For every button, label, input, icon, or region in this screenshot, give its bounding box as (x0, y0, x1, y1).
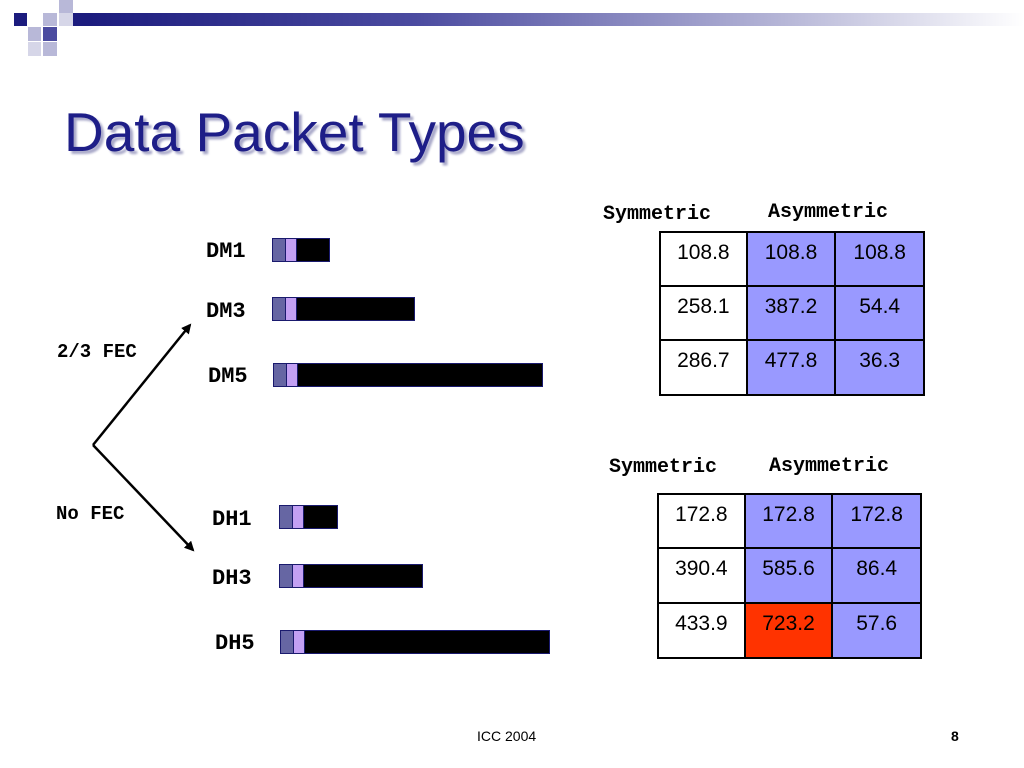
decor-square (28, 27, 41, 41)
payload-segment (304, 565, 422, 587)
access-code-segment (281, 631, 294, 653)
dm-symmetric-header: Symmetric (603, 203, 712, 226)
decor-square (43, 27, 57, 41)
payload-segment (304, 506, 337, 528)
packet-bar-dm3 (272, 297, 415, 321)
table-cell: 108.8 (745, 231, 837, 287)
table-cell: 172.8 (743, 493, 834, 549)
decor-square (59, 13, 73, 26)
packet-label-dh1: DH1 (212, 507, 252, 532)
header-gradient-bar (88, 13, 1024, 26)
table-cell: 433.9 (657, 602, 746, 659)
header-segment (286, 239, 297, 261)
packet-label-dh5: DH5 (215, 631, 255, 656)
table-cell: 108.8 (834, 231, 925, 287)
header-segment (287, 364, 298, 386)
header-segment (293, 506, 304, 528)
decor-square (28, 42, 41, 56)
access-code-segment (273, 239, 286, 261)
table-cell: 390.4 (657, 547, 746, 604)
table-row: 258.1 387.2 54.4 (659, 285, 925, 341)
header-segment (293, 565, 304, 587)
table-row: 172.8 172.8 172.8 (657, 493, 922, 549)
packet-bar-dm5 (273, 363, 543, 387)
table-cell: 36.3 (834, 339, 925, 396)
table-cell: 86.4 (831, 547, 922, 604)
packet-bar-dh1 (279, 505, 338, 529)
decor-square (59, 0, 73, 13)
table-row: 286.7 477.8 36.3 (659, 339, 925, 396)
packet-bar-dh3 (279, 564, 423, 588)
payload-segment (297, 298, 414, 320)
page-number: 8 (951, 728, 959, 744)
table-row: 108.8 108.8 108.8 (659, 231, 925, 287)
access-code-segment (280, 506, 293, 528)
decor-square (43, 42, 57, 56)
header-segment (294, 631, 305, 653)
table-cell: 387.2 (745, 285, 837, 341)
packet-bar-dm1 (272, 238, 330, 262)
dh-asymmetric-header: Asymmetric (769, 455, 890, 478)
fec-label: 2/3 FEC (57, 341, 137, 363)
decor-square (73, 13, 88, 26)
access-code-segment (274, 364, 287, 386)
payload-segment (298, 364, 542, 386)
slide-title: Data Packet Types (64, 101, 525, 163)
header-segment (286, 298, 297, 320)
table-cell: 172.8 (657, 493, 746, 549)
packet-label-dm1: DM1 (206, 239, 246, 264)
table-cell: 585.6 (743, 547, 834, 604)
access-code-segment (280, 565, 293, 587)
footer-text: ICC 2004 (477, 728, 537, 744)
table-cell: 286.7 (659, 339, 748, 396)
table-row: 433.9 723.2 57.6 (657, 602, 922, 659)
packet-label-dm3: DM3 (206, 299, 246, 324)
packet-label-dm5: DM5 (208, 364, 248, 389)
decor-square (43, 13, 57, 26)
table-cell-highlighted: 723.2 (743, 602, 834, 659)
table-row: 390.4 585.6 86.4 (657, 547, 922, 604)
packet-bar-dh5 (280, 630, 550, 654)
no-fec-label: No FEC (56, 503, 125, 525)
decor-square (14, 13, 27, 26)
packet-label-dh3: DH3 (212, 566, 252, 591)
arrow-nofec (92, 444, 195, 552)
table-cell: 54.4 (834, 285, 925, 341)
dh-symmetric-header: Symmetric (609, 456, 718, 479)
table-cell: 172.8 (831, 493, 922, 549)
payload-segment (305, 631, 549, 653)
payload-segment (297, 239, 329, 261)
dh-rate-table: 172.8 172.8 172.8 390.4 585.6 86.4 433.9… (657, 493, 922, 659)
access-code-segment (273, 298, 286, 320)
dm-rate-table: 108.8 108.8 108.8 258.1 387.2 54.4 286.7… (659, 231, 925, 396)
dm-asymmetric-header: Asymmetric (768, 201, 889, 224)
table-cell: 258.1 (659, 285, 748, 341)
table-cell: 57.6 (831, 602, 922, 659)
table-cell: 477.8 (745, 339, 837, 396)
table-cell: 108.8 (659, 231, 748, 287)
